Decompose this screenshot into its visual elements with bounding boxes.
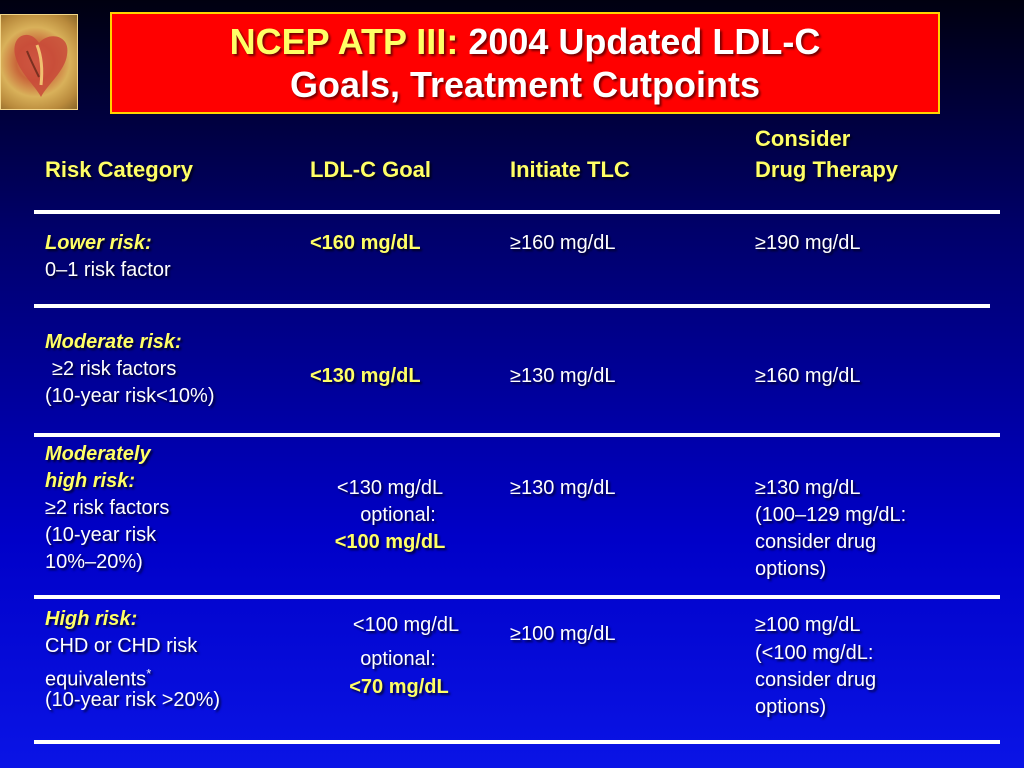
row2-goal: <130 mg/dL — [310, 365, 421, 387]
row4-risk-line3: (10-year risk >20%) — [45, 689, 221, 711]
row3-drug-line4: options) — [755, 558, 827, 580]
row4-tlc: ≥100 mg/dL — [510, 623, 616, 645]
row4-goal-line2: optional: — [360, 648, 436, 670]
row3-drug-line3: consider drug — [755, 531, 877, 553]
row3-goal-line2: optional: — [360, 504, 436, 526]
row4-drug-line2: (<100 mg/dL: — [755, 642, 874, 664]
row2-drug: ≥160 mg/dL — [755, 365, 861, 387]
row1-drug: ≥190 mg/dL — [755, 232, 861, 254]
slide-title: NCEP ATP III: 2004 Updated LDL-C Goals, … — [110, 12, 940, 114]
row2-tlc: ≥130 mg/dL — [510, 365, 616, 387]
row4-risk-title: High risk: — [45, 608, 138, 630]
row3-risk-line1: ≥2 risk factors — [45, 497, 170, 519]
row3-risk-title-line1: Moderately — [45, 443, 151, 465]
header-initiate-tlc: Initiate TLC — [510, 157, 630, 182]
row2-risk-line1: ≥2 risk factors — [52, 358, 177, 380]
row3-risk-line3: 10%–20%) — [45, 551, 143, 573]
header-ldl-goal: LDL-C Goal — [310, 157, 431, 182]
row2-risk-line2: (10-year risk<10%) — [45, 385, 215, 407]
header-risk-category: Risk Category — [45, 157, 193, 182]
row4-risk-line1: CHD or CHD risk — [45, 635, 198, 657]
row3-tlc: ≥130 mg/dL — [510, 477, 616, 499]
header-divider — [34, 210, 1000, 214]
row3-risk-line2: (10-year risk — [45, 524, 157, 546]
title-line-1-rest: 2004 Updated LDL-C — [468, 21, 821, 62]
row3-divider — [34, 595, 1000, 599]
header-drug-line2: Drug Therapy — [755, 157, 899, 182]
row4-footnote-marker: * — [146, 666, 152, 681]
row4-risk-line2: equivalents* — [45, 660, 151, 694]
row1-risk-title: Lower risk: — [45, 232, 152, 254]
row4-goal-line3: <70 mg/dL — [349, 676, 449, 698]
row4-risk-equivalents: equivalents — [45, 668, 147, 691]
row3-risk-title-line2: high risk: — [45, 470, 136, 492]
row1-tlc: ≥160 mg/dL — [510, 232, 616, 254]
header-drug-line1: Consider — [755, 126, 851, 151]
row3-goal-line3: <100 mg/dL — [334, 531, 446, 553]
table-bottom-divider — [34, 740, 1000, 744]
row3-goal-line1: <130 mg/dL — [336, 477, 444, 499]
row4-drug-line4: options) — [755, 696, 827, 718]
row3-drug-line1: ≥130 mg/dL — [755, 477, 861, 499]
row3-drug-line2: (100–129 mg/dL: — [755, 504, 907, 526]
row1-divider — [34, 304, 990, 308]
row4-goal-line1: <100 mg/dL — [352, 614, 460, 636]
heart-logo-icon — [0, 14, 78, 110]
row4-drug-line3: consider drug — [755, 669, 877, 691]
row2-divider — [34, 433, 1000, 437]
row1-risk-line1: 0–1 risk factor — [45, 259, 171, 281]
title-line-2: Goals, Treatment Cutpoints — [289, 64, 761, 105]
row2-risk-title: Moderate risk: — [45, 331, 182, 353]
title-line-1: NCEP ATP III: 2004 Updated LDL-C — [230, 20, 821, 63]
title-highlight: NCEP ATP III: — [229, 21, 459, 62]
row4-drug-line1: ≥100 mg/dL — [755, 614, 861, 636]
row1-goal: <160 mg/dL — [310, 232, 421, 254]
